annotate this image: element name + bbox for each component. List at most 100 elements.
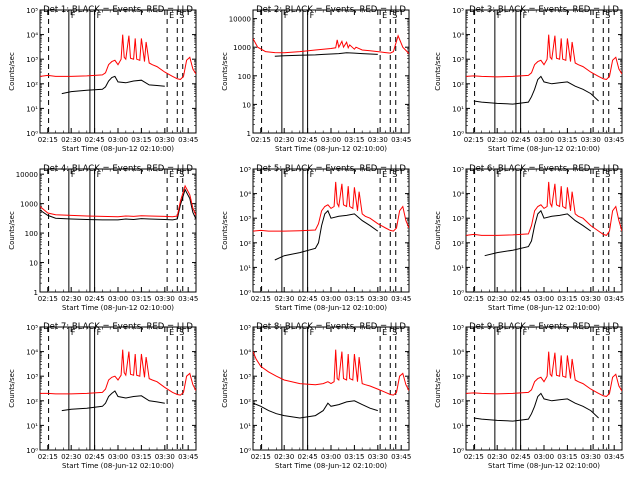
event-marker-label: F (523, 328, 528, 337)
x-tick-label: 02:15 (464, 136, 484, 144)
x-tick-label: 03:00 (534, 136, 554, 144)
x-axis-label: Start Time (08-Jun-12 02:10:00) (62, 304, 174, 312)
x-tick-label: 03:15 (131, 136, 151, 144)
event-marker-label: E (382, 170, 387, 179)
y-axis-label: Counts/sec (434, 369, 442, 408)
events-series-line (473, 75, 599, 105)
series-group (40, 34, 196, 95)
panel-det-1: Det 1: BLACK = Events, RED = LLD10⁰10¹10… (8, 5, 198, 153)
x-tick-label: 03:15 (557, 453, 577, 461)
events-series-line (274, 52, 378, 57)
event-marker-label: S (392, 170, 397, 179)
y-tick-label: 10 (29, 260, 38, 268)
lld-series-line (253, 349, 409, 396)
panel-det-5: Det 5: BLACK = Events, RED = LLD10⁰10¹10… (221, 164, 411, 312)
event-marker-label: E (169, 11, 174, 20)
x-tick-label: 03:15 (344, 295, 364, 303)
y-tick-label: 10⁴ (452, 32, 464, 40)
x-tick-label: 02:15 (464, 453, 484, 461)
y-tick-label: 10³ (239, 215, 251, 223)
x-tick-label: 03:45 (391, 453, 411, 461)
x-tick-label: 03:15 (131, 295, 151, 303)
panel-det-7: Det 7: BLACK = Events, RED = LLD10⁰10¹10… (8, 322, 198, 470)
y-tick-label: 10⁵ (452, 7, 464, 15)
y-axis-label: Counts/sec (221, 211, 229, 250)
y-axis-label: Counts/sec (221, 369, 229, 408)
x-tick-label: 03:30 (581, 136, 601, 144)
lld-series-line (253, 181, 409, 232)
x-tick-label: 03:45 (391, 295, 411, 303)
x-axis-label: Start Time (08-Jun-12 02:10:00) (275, 145, 387, 153)
event-marker-label: E (595, 11, 600, 20)
x-tick-label: 03:45 (604, 295, 624, 303)
plot-frame (465, 9, 623, 134)
y-tick-label: 10⁵ (452, 324, 464, 332)
y-tick-label: 10⁴ (26, 349, 38, 357)
plot-frame (39, 9, 197, 134)
lld-series-line (253, 34, 409, 54)
x-tick-label: 02:30 (487, 136, 507, 144)
event-marker-label: S (179, 170, 184, 179)
y-axis-label: Counts/sec (8, 211, 16, 250)
x-tick-label: 02:30 (274, 295, 294, 303)
event-marker-label: F (71, 170, 76, 179)
x-tick-label: 03:15 (557, 295, 577, 303)
y-tick-label: 10² (239, 240, 251, 248)
series-group (253, 349, 409, 419)
event-marker-label: F (497, 328, 502, 337)
series-group (40, 349, 196, 412)
event-marker-label: F (523, 11, 528, 20)
x-tick-label: 03:30 (581, 295, 601, 303)
x-tick-label: 02:15 (251, 136, 271, 144)
event-marker-label: F (284, 170, 289, 179)
x-tick-label: 03:30 (155, 136, 175, 144)
panel-det-6: Det 6: BLACK = Events, RED = LLD10⁰10¹10… (434, 164, 624, 312)
y-tick-label: 10⁵ (26, 324, 38, 332)
x-tick-label: 03:15 (557, 136, 577, 144)
x-tick-label: 02:30 (487, 453, 507, 461)
lld-series-line (40, 34, 196, 81)
x-tick-label: 02:30 (274, 136, 294, 144)
x-tick-label: 03:30 (368, 453, 388, 461)
y-tick-label: 10 (242, 101, 251, 109)
x-tick-label: 03:00 (321, 295, 341, 303)
y-tick-label: 1 (247, 130, 251, 138)
events-series-line (61, 75, 165, 95)
event-marker-label: F (284, 328, 289, 337)
x-tick-label: 02:15 (464, 295, 484, 303)
y-tick-label: 10⁵ (26, 7, 38, 15)
y-tick-label: 10⁰ (452, 447, 464, 455)
y-tick-label: 10⁵ (239, 324, 251, 332)
events-series-line (274, 209, 379, 261)
series-group (253, 34, 409, 57)
plot-frame (252, 168, 410, 293)
plot-frame (252, 326, 410, 451)
x-tick-label: 03:45 (178, 453, 198, 461)
x-tick-label: 02:45 (298, 295, 318, 303)
event-marker-label: F (497, 170, 502, 179)
plot-frame (465, 326, 623, 451)
y-tick-label: 10⁰ (26, 447, 38, 455)
x-tick-label: 03:45 (178, 136, 198, 144)
x-tick-label: 02:30 (61, 136, 81, 144)
event-marker-label: E (169, 170, 174, 179)
lld-series-line (40, 184, 196, 218)
y-tick-label: 10² (452, 398, 464, 406)
x-tick-label: 02:45 (85, 295, 105, 303)
events-series-line (484, 209, 592, 257)
y-tick-label: 10⁰ (452, 130, 464, 138)
y-tick-label: 10² (452, 81, 464, 89)
y-tick-label: 10⁰ (239, 447, 251, 455)
x-axis-label: Start Time (08-Jun-12 02:10:00) (275, 462, 387, 470)
event-marker-label: E (169, 328, 174, 337)
y-tick-label: 1000 (20, 201, 38, 209)
event-marker-label: S (392, 328, 397, 337)
y-tick-label: 10¹ (452, 422, 464, 430)
event-marker-label: S (605, 170, 610, 179)
y-tick-label: 10⁰ (26, 130, 38, 138)
y-tick-label: 10000 (229, 16, 251, 24)
event-marker-label: F (97, 11, 102, 20)
events-series-line (253, 400, 378, 419)
